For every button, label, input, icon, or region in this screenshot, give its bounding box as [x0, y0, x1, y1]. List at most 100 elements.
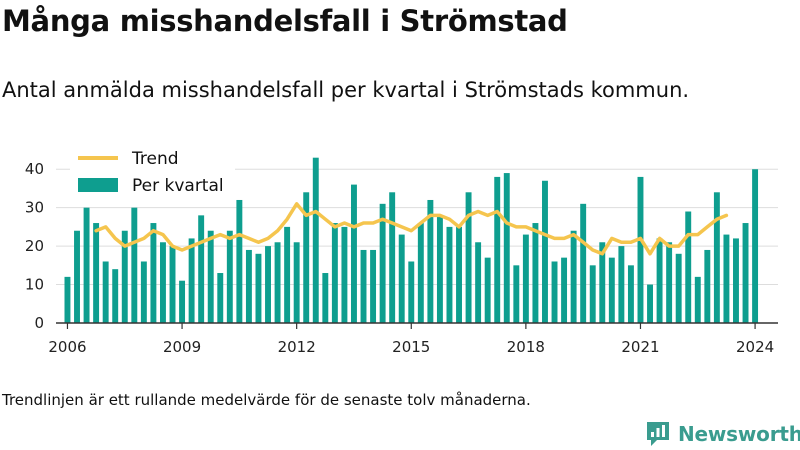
bar [64, 276, 71, 323]
bar [618, 246, 625, 323]
bar [589, 265, 596, 323]
bar [522, 234, 529, 323]
bar [484, 257, 491, 323]
bar [599, 242, 606, 323]
bar [312, 157, 319, 323]
legend: Trend Per kvartal [70, 142, 235, 200]
bar-series-per-kvartal [64, 157, 759, 323]
bar [446, 226, 453, 323]
footnote: Trendlinjen är ett rullande medelvärde f… [2, 391, 531, 409]
x-tick-label: 2018 [507, 338, 545, 356]
bar [532, 223, 539, 323]
bar [379, 203, 386, 323]
bar [752, 169, 759, 323]
bar [647, 284, 653, 323]
bar [627, 265, 634, 323]
bar [656, 238, 663, 323]
bar [456, 226, 462, 323]
bar [370, 249, 377, 323]
bar [217, 273, 224, 323]
bar [513, 265, 520, 323]
bar [570, 230, 577, 323]
bar [398, 234, 405, 323]
brand[interactable]: Newsworthy [645, 420, 800, 448]
bar [503, 173, 510, 323]
x-tick-label: 2012 [278, 338, 316, 356]
bar [93, 223, 100, 323]
y-tick-label: 20 [25, 237, 44, 255]
bar [179, 280, 186, 323]
bar [742, 223, 749, 323]
y-tick-label: 0 [34, 314, 44, 332]
chart-title: Många misshandelsfall i Strömstad [2, 4, 568, 38]
bar [408, 261, 415, 323]
bar [351, 184, 357, 323]
bar [427, 199, 434, 323]
bar [733, 238, 739, 323]
bar [226, 230, 233, 323]
bar [637, 176, 644, 323]
bar [293, 242, 300, 323]
bar [236, 199, 243, 323]
chart-subtitle: Antal anmälda misshandelsfall per kvarta… [2, 78, 690, 102]
bar [675, 253, 682, 323]
bar [608, 257, 615, 323]
bar [494, 176, 501, 323]
bar [465, 192, 472, 323]
bar [666, 242, 673, 323]
y-tick-label: 30 [25, 199, 44, 217]
bar [284, 226, 291, 323]
bar [112, 269, 119, 323]
axes: 0 10 20 30 40 2006 2009 2012 2015 2018 2021 2024 [25, 160, 778, 356]
bar [188, 238, 195, 323]
bar [723, 234, 730, 323]
bar [131, 207, 138, 323]
brand-name: Newsworthy [678, 422, 800, 446]
bar [121, 230, 128, 323]
bar [694, 276, 701, 323]
bar [160, 242, 166, 323]
x-tick-label: 2006 [48, 338, 86, 356]
x-tick-label: 2015 [392, 338, 430, 356]
bar [417, 223, 424, 323]
bar [265, 246, 271, 323]
chart-area: 0 10 20 30 40 2006 2009 2012 2015 2018 2021 2024 Tr… [24, 142, 778, 356]
x-tick-label: 2021 [621, 338, 659, 356]
bar [207, 230, 214, 323]
x-tick-label: 2024 [736, 338, 774, 356]
bar [274, 242, 281, 323]
y-tick-label: 10 [25, 276, 44, 294]
legend-swatch-per-kvartal [78, 178, 118, 192]
bar [255, 253, 262, 323]
line-series-trend [94, 202, 729, 256]
bar [551, 261, 558, 323]
bar [713, 192, 720, 323]
newsworthy-logo-icon [647, 422, 669, 446]
bar [685, 211, 692, 323]
bar [475, 242, 482, 323]
legend-label-per-kvartal: Per kvartal [132, 176, 224, 196]
y-tick-label: 40 [25, 160, 44, 178]
bar [704, 249, 711, 323]
bar [360, 249, 367, 323]
bar [74, 230, 80, 323]
bar [102, 261, 109, 323]
bar [322, 273, 329, 323]
bar [561, 257, 568, 323]
legend-label-trend: Trend [131, 149, 179, 169]
bar [140, 261, 147, 323]
bar [198, 215, 205, 323]
bar [341, 226, 348, 323]
bar [389, 192, 396, 323]
bar [303, 192, 310, 323]
bar [83, 207, 90, 323]
bar [245, 249, 252, 323]
bar [542, 180, 548, 323]
bar [169, 246, 176, 323]
bar [331, 223, 338, 323]
bar [580, 203, 587, 323]
trend-line [94, 202, 729, 256]
bar [436, 215, 443, 323]
bar [150, 223, 157, 323]
x-tick-label: 2009 [163, 338, 201, 356]
